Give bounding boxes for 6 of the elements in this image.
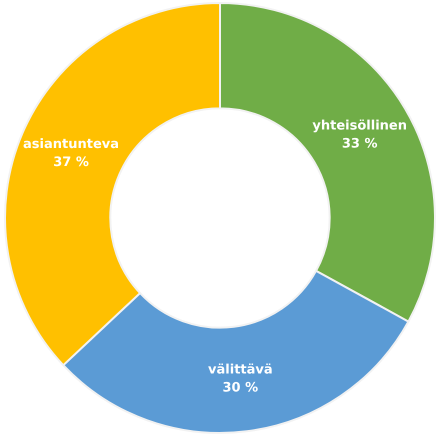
- data-label: 30 %: [222, 380, 258, 396]
- data-label: 37 %: [53, 154, 89, 170]
- slice-label: asiantunteva: [23, 136, 120, 152]
- slice-label: yhteisöllinen: [312, 118, 408, 134]
- slice-label: välittävä: [208, 362, 273, 378]
- data-label: 33 %: [342, 136, 378, 152]
